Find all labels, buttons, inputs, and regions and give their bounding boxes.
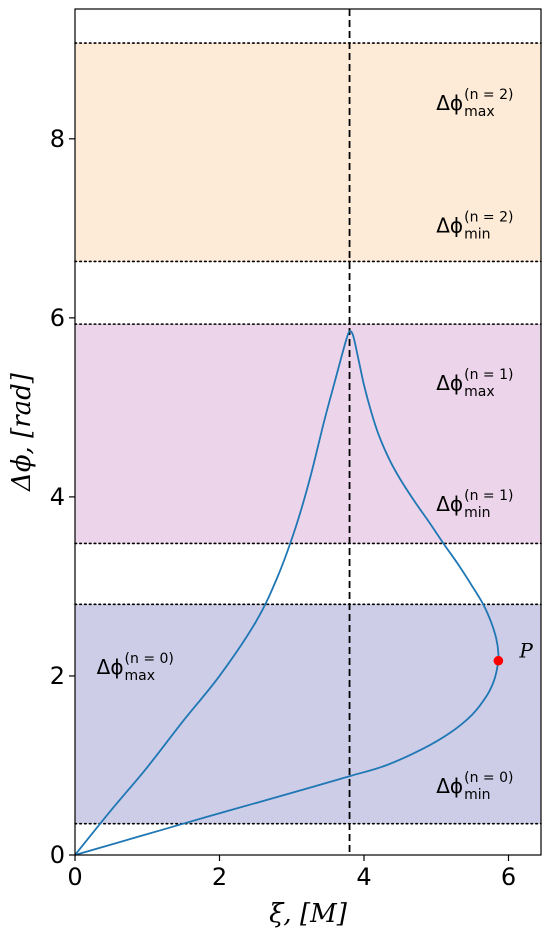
series-layer: P bbox=[74, 330, 533, 856]
lines-layer bbox=[74, 9, 542, 855]
plot-frame bbox=[74, 8, 542, 856]
x-tick-label: 2 bbox=[212, 863, 227, 891]
y-tick-label: 0 bbox=[50, 841, 65, 869]
annotation-base: Δϕ bbox=[436, 371, 463, 395]
annotation-sub: max bbox=[125, 668, 156, 684]
series-line-0 bbox=[74, 330, 500, 856]
x-tick-label: 0 bbox=[67, 863, 82, 891]
band-0 bbox=[75, 604, 541, 824]
annotation-sub: max bbox=[464, 384, 495, 400]
annotation-0: Δϕ(n = 2) max bbox=[436, 87, 513, 120]
y-tick-label: 6 bbox=[50, 304, 65, 332]
annotation-sup: (n = 2) bbox=[464, 87, 513, 103]
annotation-4: Δϕ(n = 0) max bbox=[97, 651, 174, 684]
y-tick-label: 8 bbox=[50, 125, 65, 153]
annotation-sup: (n = 0) bbox=[464, 770, 513, 786]
band-2 bbox=[75, 43, 541, 262]
x-tick-label: 6 bbox=[501, 863, 516, 891]
annotation-sup: (n = 2) bbox=[464, 210, 513, 226]
annotation-base: Δϕ bbox=[436, 492, 463, 516]
annotation-base: Δϕ bbox=[436, 91, 463, 115]
annotation-sub: min bbox=[464, 787, 490, 803]
annotation-2: Δϕ(n = 1) max bbox=[436, 367, 513, 400]
annotation-3: Δϕ(n = 1) min bbox=[436, 488, 513, 521]
y-tick-label: 4 bbox=[50, 483, 65, 511]
annotation-sup: (n = 0) bbox=[125, 651, 174, 667]
bands-layer bbox=[75, 43, 541, 824]
x-axis-label: ξ, [M] bbox=[269, 899, 348, 929]
annotation-sub: min bbox=[464, 227, 490, 243]
x-tick-label: 4 bbox=[356, 863, 371, 891]
annotation-sup: (n = 1) bbox=[464, 367, 513, 383]
point-p-marker bbox=[493, 655, 504, 666]
y-axis-label: Δϕ, [rad] bbox=[7, 372, 37, 492]
y-tick-label: 2 bbox=[50, 662, 65, 690]
annotation-1: Δϕ(n = 2) min bbox=[436, 210, 513, 243]
annotation-base: Δϕ bbox=[436, 774, 463, 798]
point-p-label: P bbox=[518, 639, 533, 663]
annotation-sub: max bbox=[464, 104, 495, 120]
annotation-sup: (n = 1) bbox=[464, 488, 513, 504]
band-1 bbox=[75, 324, 541, 544]
annotation-sub: min bbox=[464, 505, 490, 521]
annotation-5: Δϕ(n = 0) min bbox=[436, 770, 513, 803]
annotation-base: Δϕ bbox=[97, 655, 124, 679]
annotation-base: Δϕ bbox=[436, 214, 463, 238]
ticks-layer: 0 2 4 6 0 2 4 6 8 bbox=[50, 125, 516, 891]
